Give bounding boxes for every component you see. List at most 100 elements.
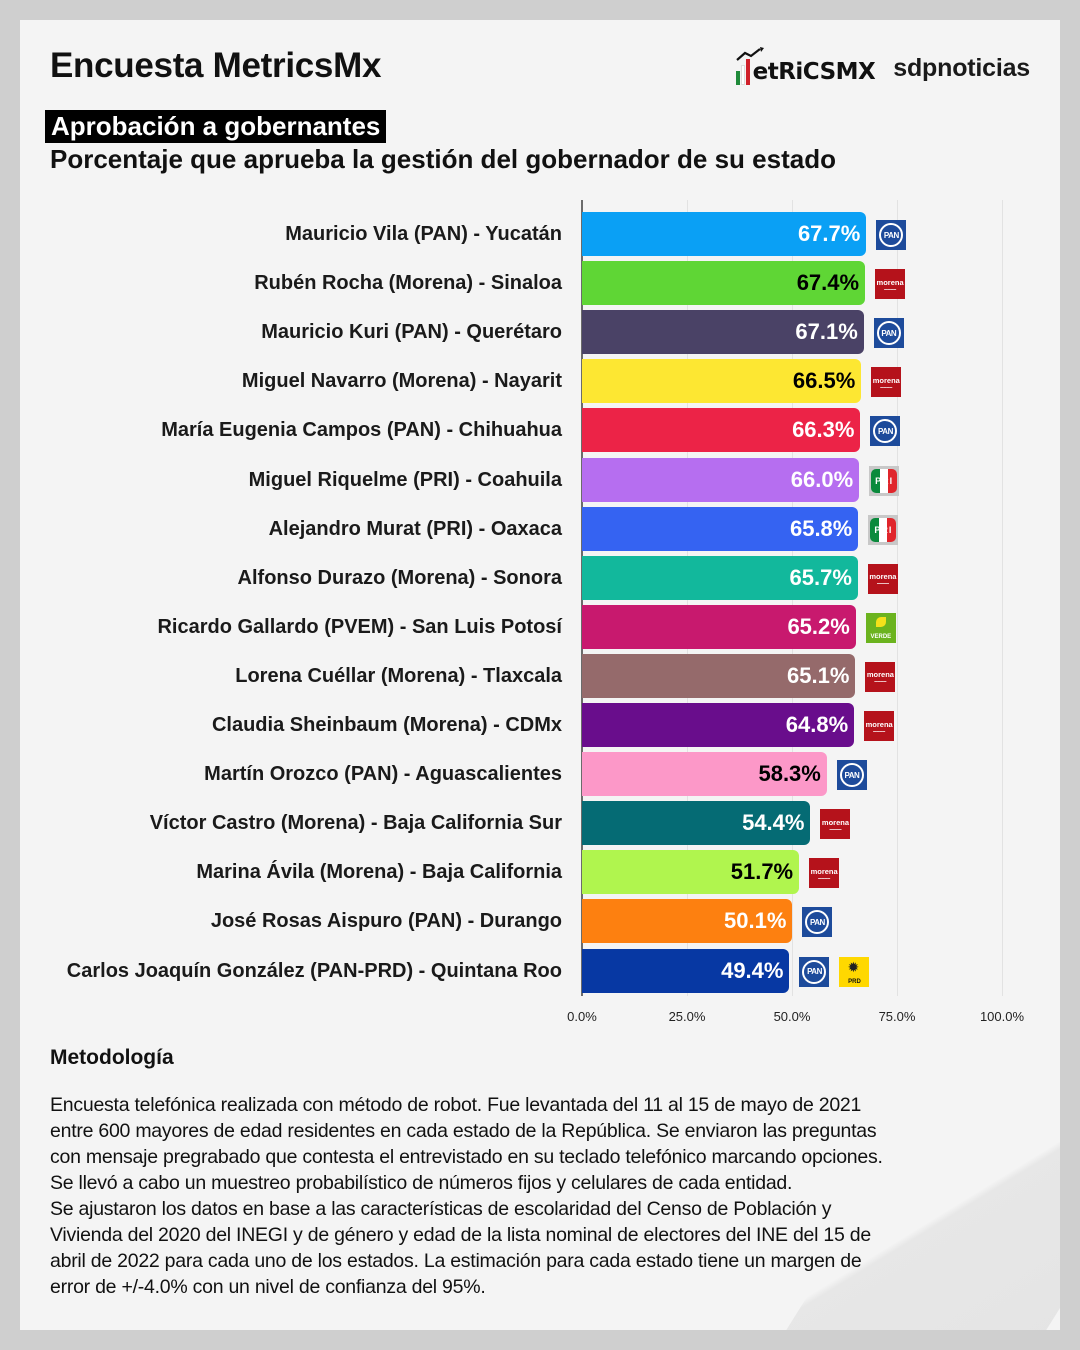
bar: 66.0% [582,457,860,502]
category-label: Claudia Sheinbaum (Morena) - CDMx [211,714,562,736]
category-label: Miguel Navarro (Morena) - Nayarit [241,370,562,393]
morena-tagline-mark: ▬▬▬▬ [873,728,886,733]
morena-tagline-mark: ▬▬▬▬ [829,826,842,831]
pan-logo-icon: PAN [802,907,833,938]
pan-logo-icon: PAN [799,956,830,987]
bar-row: José Rosas Aispuro (PAN) - Durango 50.1% P… [20,899,1060,944]
category-label: Rubén Rocha (Morena) - Sinaloa [254,272,562,295]
bar-row: Miguel Navarro (Morena) - Nayarit 66.5% mo… [20,359,1060,404]
party-logos: PAN [802,907,833,938]
morena-logo-text: morena [810,866,838,876]
morena-tagline-mark: ▬▬▬▬ [818,875,831,880]
party-logos: morena ▬▬▬▬ [865,661,896,692]
pan-logo-icon: PAN [873,318,904,349]
morena-logo-icon: morena ▬▬▬▬ [865,661,896,692]
bar-row: Lorena Cuéllar (Morena) - Tlaxcala 65.1% m… [20,653,1060,698]
methodology-line: Se ajustaron los datos en base a las car… [50,1198,832,1220]
party-logos: VERDE [865,612,896,643]
brand-logos: etRiCSMX sdpnoticias [735,47,1030,88]
infographic-card: Encuesta MetricsMx etRiCSMX sdpnoticias … [20,20,1060,1330]
party-logos: PAN ✹ PRD [799,956,870,987]
party-logos: PAN [836,760,867,791]
bar: 65.7% [582,555,858,600]
value-label: 67.4% [796,270,860,296]
pan-logo-text: PAN [802,959,827,984]
morena-logo-text: morena [866,670,894,680]
value-label: 65.8% [789,515,853,541]
category-label: Miguel Riquelme (PRI) - Coahuila [248,468,562,491]
flag-bars-icon [735,59,751,85]
methodology-title: Metodología [50,1046,174,1069]
value-label: 66.5% [792,368,856,394]
party-logos: morena ▬▬▬▬ [871,367,902,398]
value-label: 65.1% [787,662,850,688]
morena-logo-text: morena [821,817,850,827]
gridline [897,200,898,996]
section-badge: Aprobación a gobernantes [45,110,387,143]
page-title: Encuesta MetricsMx [50,46,382,85]
bar-chart: 0.0% 25.0% 50.0% 75.0% 100.0% Mauricio Vila (… [20,20,1060,1030]
pri-logo-text: PRI [875,475,894,486]
x-tick-label: 25.0% [668,1009,706,1024]
bar-row: Alfonso Durazo (Morena) - Sonora 65.7% mor… [20,555,1060,600]
pan-logo-text: PAN [839,763,864,788]
party-logos: morena ▬▬▬▬ [820,809,851,840]
bar-row: María Eugenia Campos (PAN) - Chihuahua 66… [20,408,1060,453]
pan-logo-text: PAN [876,321,901,346]
value-label: 51.7% [730,859,794,885]
bar-row: Claudia Sheinbaum (Morena) - CDMx 64.8% mo… [20,703,1060,747]
pan-logo-text: PAN [873,419,898,444]
category-label: María Eugenia Campos (PAN) - Chihuahua [161,419,562,442]
category-label: Lorena Cuéllar (Morena) - Tlaxcala [235,664,562,687]
verde-logo-text: VERDE [870,633,892,640]
chart-subtitle: Porcentaje que aprueba la gestión del go… [50,144,836,174]
morena-logo-icon: morena ▬▬▬▬ [871,367,902,398]
methodology-line: Se llevó a cabo un muestreo probabilísti… [50,1172,793,1194]
bar-row: Marina Ávila (Morena) - Baja California 5… [20,850,1060,895]
bar-row: Mauricio Kuri (PAN) - Querétaro 67.1% PAN [20,310,1060,355]
bar-row: Rubén Rocha (Morena) - Sinaloa 67.4% moren… [20,261,1060,306]
x-tick-label: 75.0% [878,1009,916,1024]
bar: 67.1% [582,310,864,355]
pri-logo-icon: PRI [869,465,900,496]
bar: 65.1% [582,653,856,698]
category-label: Mauricio Vila (PAN) - Yucatán [285,223,562,245]
bar-row: Ricardo Gallardo (PVEM) - San Luis Potos… [20,604,1060,649]
category-label: Víctor Castro (Morena) - Baja California… [149,812,562,835]
party-logos: PAN [876,220,907,250]
pri-logo-icon: PRI [868,514,899,545]
party-logos: morena ▬▬▬▬ [867,563,898,594]
methodology-line: Encuesta telefónica realizada con método… [50,1094,862,1116]
morena-logo-icon: morena ▬▬▬▬ [867,563,898,594]
bar: 65.2% [582,604,856,649]
bar: 64.8% [582,703,855,747]
category-label: José Rosas Aispuro (PAN) - Durango [210,910,562,933]
party-logos: PRI [868,514,899,545]
gridline [1002,200,1003,996]
party-logos: PAN [873,318,904,349]
value-label: 66.0% [790,466,854,492]
metricsmx-logo-text: etRiCSMX [752,59,876,85]
bar: 67.4% [582,261,866,306]
pan-logo-icon: PAN [870,416,901,447]
bar-row: Víctor Castro (Morena) - Baja California… [20,801,1060,846]
morena-logo-text: morena [876,277,904,287]
pan-logo-text: PAN [805,910,830,935]
x-tick-label: 0.0% [567,1009,597,1024]
metricsmx-logo: etRiCSMX [735,47,876,85]
methodology-line: abril de 2022 para cada uno de los estad… [50,1250,862,1272]
x-tick-label: 50.0% [773,1009,811,1024]
morena-logo-text: morena [869,572,897,582]
value-label: 58.3% [758,761,821,787]
bar: 67.7% [582,212,867,256]
x-tick-label: 100.0% [979,1009,1025,1024]
trend-arrow-icon [735,47,764,61]
value-label: 50.1% [724,908,787,934]
bar: 66.5% [582,359,862,404]
methodology-line: entre 600 mayores de edad residentes en … [50,1120,877,1142]
prd-logo-icon: ✹ PRD [839,956,870,987]
prd-logo-text: PRD [848,978,861,985]
methodology-line: con mensaje pregrabado que contesta el e… [50,1146,883,1168]
bar: 54.4% [582,801,811,846]
methodology-line: error de +/-4.0% con un nivel de confian… [50,1276,486,1298]
